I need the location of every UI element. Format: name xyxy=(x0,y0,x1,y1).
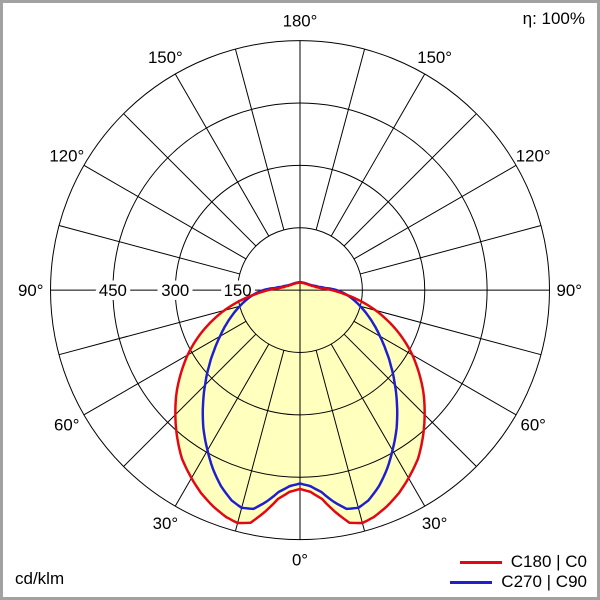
svg-text:300: 300 xyxy=(161,281,189,300)
efficiency-label: η: 100% xyxy=(522,9,585,28)
legend-label-c0: C180 | C0 xyxy=(510,552,587,571)
svg-text:60°: 60° xyxy=(520,416,545,435)
svg-text:120°: 120° xyxy=(516,146,551,165)
legend-item-c90: C270 | C90 xyxy=(450,572,587,592)
svg-text:30°: 30° xyxy=(153,514,178,533)
svg-text:60°: 60° xyxy=(54,416,79,435)
legend-label-c90: C270 | C90 xyxy=(501,572,587,591)
svg-text:90°: 90° xyxy=(557,281,582,300)
legend-line-blue xyxy=(450,580,493,584)
svg-text:450: 450 xyxy=(99,281,127,300)
svg-text:0°: 0° xyxy=(292,550,308,569)
svg-text:150: 150 xyxy=(224,281,252,300)
svg-text:180°: 180° xyxy=(283,12,318,31)
svg-text:150°: 150° xyxy=(417,48,452,67)
svg-text:120°: 120° xyxy=(49,146,84,165)
legend-item-c0: C180 | C0 xyxy=(450,552,587,572)
legend: C180 | C0 C270 | C90 xyxy=(450,552,587,592)
svg-text:90°: 90° xyxy=(18,281,43,300)
polar-chart: 150 300 450 0° 30° 30° 60° 60° 90° 90° 120° 120° 150… xyxy=(18,12,582,570)
unit-label: cd/klm xyxy=(15,569,65,588)
legend-line-red xyxy=(459,560,502,564)
svg-text:150°: 150° xyxy=(148,48,183,67)
svg-text:30°: 30° xyxy=(422,514,447,533)
